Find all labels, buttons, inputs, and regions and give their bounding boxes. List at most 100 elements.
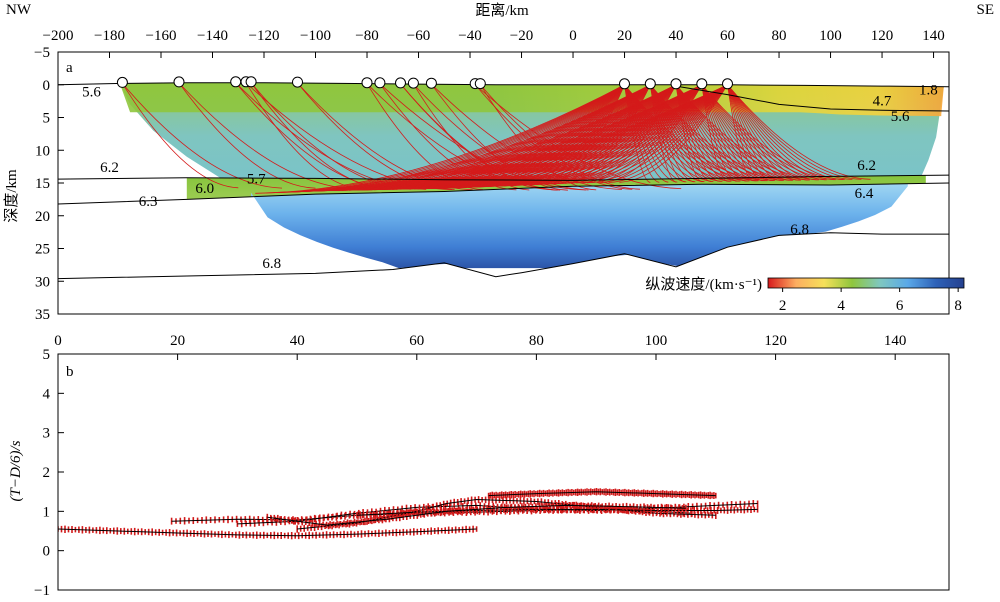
panel-a-xlabel: 距离/km: [475, 2, 529, 19]
interface-lower-crust-base: [58, 232, 949, 280]
ray-path: [348, 84, 728, 191]
y-tick-label: 5: [43, 347, 51, 363]
y-tick-label: 2: [43, 465, 51, 481]
station-marker: [670, 78, 682, 90]
ray-path: [255, 84, 625, 194]
y-tick-label: 10: [35, 143, 50, 159]
station-marker: [474, 78, 486, 90]
ray-path: [478, 84, 728, 188]
ray-path: [554, 84, 728, 185]
y-tick-label: 3: [43, 426, 51, 442]
velocity-label: 6.2: [857, 158, 876, 174]
station-marker: [173, 76, 185, 88]
station-marker: [361, 77, 373, 89]
x-tick-label: 0: [54, 333, 62, 349]
ray-path: [379, 83, 517, 191]
panel-b-ylabel: (T−D/6)/s: [8, 440, 24, 501]
x-tick-label: −20: [510, 28, 533, 44]
ray-path: [178, 82, 316, 189]
x-tick-label: 20: [170, 333, 185, 349]
ray-path: [565, 84, 728, 184]
velocity-labels: 5.6 1.84.75.66.25.76.06.36.26.46.86.8: [82, 83, 938, 273]
calculated-curve: [58, 528, 477, 537]
y-tick-label: 20: [35, 209, 50, 225]
panel-b: 0 20 40 60 80 100 120 140 −1 0 1 2 3 4 5 (T−D/6)/s b: [8, 333, 950, 599]
x-tick-label: 100: [645, 333, 668, 349]
colorbar-tick: 8: [954, 298, 962, 314]
panel-b-frame: [57, 353, 950, 591]
ray-path: [327, 84, 728, 191]
station-marker: [245, 76, 257, 88]
ray-path: [727, 84, 835, 181]
x-tick-label: 120: [871, 28, 894, 44]
x-tick-label: 140: [884, 333, 907, 349]
x-tick-label: 140: [922, 28, 945, 44]
velocity-label: 6.3: [139, 194, 158, 210]
ray-path: [727, 84, 754, 182]
ray-path: [511, 84, 728, 186]
x-tick-label: −100: [300, 28, 331, 44]
calculated-curve: [267, 504, 686, 526]
ray-path: [370, 84, 728, 191]
panel-a: 5.6 1.84.75.66.25.76.06.36.26.46.86.8 −20…: [3, 2, 994, 323]
panel-a-letter: a: [66, 60, 73, 76]
ray-path: [727, 84, 790, 181]
ray-path: [446, 84, 728, 189]
station-marker: [230, 76, 242, 88]
ray-path: [366, 83, 483, 191]
ray-path: [532, 84, 728, 185]
x-tick-label: 20: [617, 28, 632, 44]
ray-path: [521, 84, 728, 186]
ray-path: [727, 84, 817, 181]
ray-path: [727, 84, 808, 181]
ray-path: [122, 83, 239, 189]
calculated-curve: [356, 508, 758, 516]
ray-path: [266, 84, 625, 194]
ray-path: [701, 84, 773, 181]
ray-path: [413, 84, 728, 190]
velocity-label: 4.7: [873, 94, 892, 110]
ray-path: [543, 84, 728, 185]
ray-path: [727, 84, 862, 180]
velocity-label: 6.4: [855, 186, 874, 202]
x-tick-label: 40: [290, 333, 305, 349]
ray-path: [727, 84, 799, 181]
y-tick-label: 5: [43, 111, 51, 127]
ray-path: [597, 84, 728, 183]
ray-path: [309, 84, 702, 192]
ray-path: [392, 84, 728, 190]
interface-mid-crust-base: [58, 182, 949, 205]
velocity-label: 6.8: [262, 256, 281, 272]
x-tick-label: 80: [772, 28, 787, 44]
y-tick-label: 25: [35, 242, 50, 258]
x-tick-label: 60: [720, 28, 735, 44]
ray-path: [576, 84, 728, 184]
x-tick-label: −160: [146, 28, 177, 44]
interface-upper-crust-base: [58, 174, 949, 181]
ray-path: [359, 84, 728, 191]
calculated-curve: [297, 498, 716, 530]
ray-path: [424, 84, 728, 189]
velocity-label: 6.8: [790, 222, 809, 238]
ray-path: [457, 84, 728, 189]
station-marker: [292, 76, 303, 88]
ray-path: [500, 84, 728, 187]
y-tick-label: 15: [35, 176, 50, 192]
station-marker: [644, 78, 656, 90]
ray-path: [302, 84, 677, 192]
station-marker: [722, 78, 733, 90]
y-tick-label: −1: [34, 583, 50, 599]
x-tick-label: −140: [197, 28, 228, 44]
ray-path: [273, 84, 651, 193]
velocity-label: 5.6: [891, 109, 910, 125]
ray-path: [467, 84, 728, 188]
ray-path: [727, 84, 781, 181]
colorbar: 纵波速度/(km·s⁻¹) 2 4 6 8: [645, 276, 965, 314]
y-tick-label: 0: [43, 544, 51, 560]
x-tick-label: −200: [43, 28, 74, 44]
y-tick-label: 30: [35, 274, 50, 290]
ray-path: [701, 84, 809, 181]
x-tick-label: −120: [249, 28, 280, 44]
interface-surface: [58, 82, 949, 88]
